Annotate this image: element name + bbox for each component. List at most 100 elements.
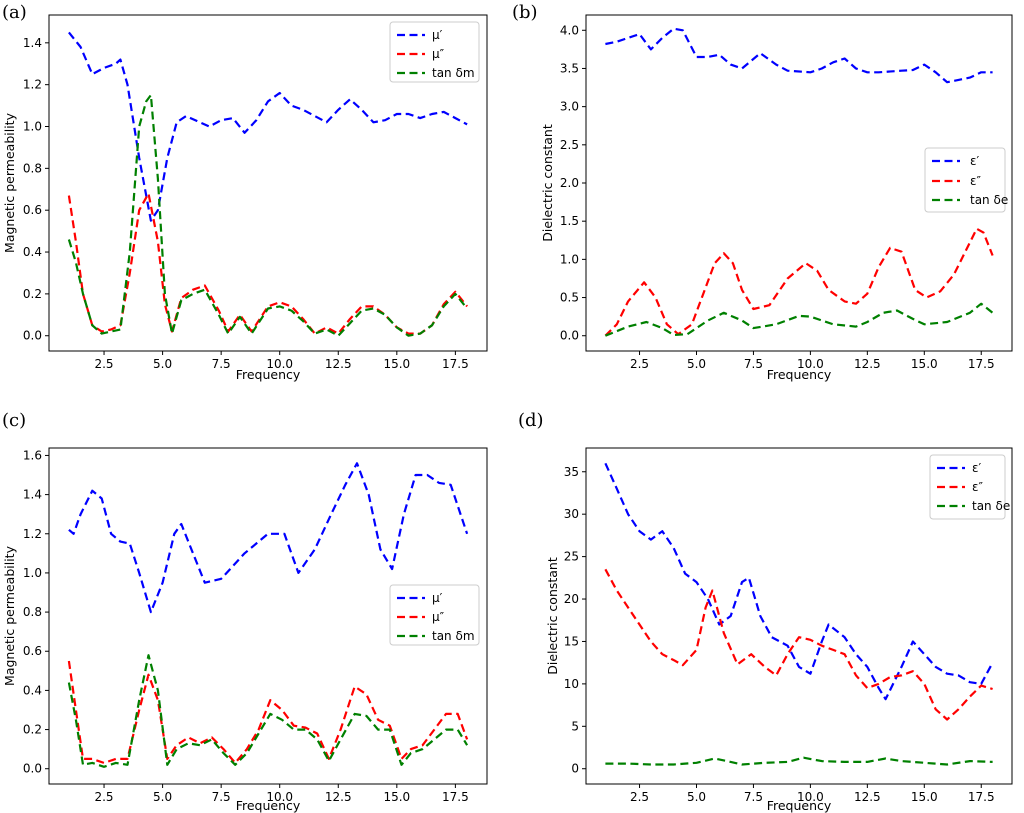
panel-a-x-axis-label: Frequency — [236, 367, 301, 382]
panel-d-x-tick-label: 17.5 — [968, 790, 995, 804]
panel-b-x-tick-label: 7.5 — [744, 357, 763, 371]
panel-d-y-tick-label: 5 — [571, 719, 579, 733]
panel-c: (c) 2.5 5.0 7.5 10.0 12.5 15.0 17.5 0.00.20.40… — [2, 410, 488, 813]
panel-c-x-tick-label: 15.0 — [383, 790, 410, 804]
panel-a-legend-label-mu-prime: μ′ — [432, 28, 443, 42]
panel-d-y-tick-label: 35 — [564, 465, 579, 479]
panel-a-y-tick-label: 0.6 — [23, 203, 42, 217]
panel-c-y-tick-label: 1.0 — [23, 566, 42, 580]
panel-b-x-tick-label: 12.5 — [854, 357, 881, 371]
panel-a-y-tick-label: 0.8 — [23, 161, 42, 175]
panel-b-legend-label-eps-prime: ε′ — [970, 154, 979, 168]
panel-d-x-ticks: 2.5 5.0 7.5 10.0 12.5 15.0 17.5 — [630, 784, 995, 804]
panel-c-x-tick-label: 5.0 — [153, 790, 172, 804]
panel-d-series-eps-double-line — [604, 568, 993, 721]
panel-b-y-tick-label: 3.0 — [560, 100, 579, 114]
panel-c-x-tick-label: 12.5 — [325, 790, 352, 804]
panel-d-legend-label-eps-double: ε″ — [972, 480, 983, 494]
panel-c-legend: μ′ μ″ tan δm — [389, 584, 480, 646]
panel-d: (d) 2.5 5.0 7.5 10.0 12.5 15.0 17.5 0 5 10 15 20 25… — [518, 410, 1013, 813]
panel-a-y-tick-label: 0.4 — [23, 245, 42, 259]
panel-b-y-tick-label: 0.5 — [560, 291, 579, 305]
panel-b-y-tick-label: 1.5 — [560, 214, 579, 228]
panel-b-x-tick-label: 10.0 — [797, 357, 824, 371]
panel-b-legend-label-tan: tan δe — [970, 193, 1008, 207]
panel-d-series-eps-prime-line — [604, 462, 994, 701]
panel-b: (b) 2.5 5.0 7.5 10.0 12.5 15.0 17.5 0.0 0.5 1.0 1… — [512, 2, 1013, 382]
panel-d-x-tick-label: 15.0 — [911, 790, 938, 804]
panel-a-x-tick-label: 2.5 — [94, 357, 113, 371]
panel-a-legend-box — [389, 21, 480, 83]
panel-a-y-tick-label: 1.2 — [23, 78, 42, 92]
panel-a-x-tick-label: 5.0 — [153, 357, 172, 371]
panel-b-y-tick-label: 2.0 — [560, 176, 579, 190]
panel-c-x-axis-label: Frequency — [236, 798, 301, 813]
panel-a-series-mu-prime-line — [68, 31, 468, 222]
panel-d-y-tick-label: 25 — [564, 550, 579, 564]
panel-b-y-axis-label: Dielectric constant — [540, 124, 555, 242]
panel-d-y-tick-label: 0 — [571, 762, 579, 776]
panel-c-legend-box — [389, 584, 480, 646]
panel-a-y-tick-label: 0.2 — [23, 287, 42, 301]
panel-c-y-tick-label: 0.0 — [23, 762, 42, 776]
panel-b-y-tick-label: 0.0 — [560, 329, 579, 343]
panel-c-series-mu-prime-line — [68, 462, 469, 614]
panel-c-x-tick-label: 10.0 — [266, 790, 293, 804]
panel-d-plot-frame — [585, 447, 1013, 785]
panel-b-x-axis-label: Frequency — [767, 367, 832, 382]
panel-b-y-tick-label: 4.0 — [560, 23, 579, 37]
panel-b-legend-label-eps-double: ε″ — [970, 174, 981, 188]
panel-c-x-tick-label: 7.5 — [212, 790, 231, 804]
panel-b-series-tan-line — [604, 302, 994, 337]
panel-d-y-ticks: 0 5 10 15 20 25 30 35 — [564, 465, 586, 776]
panel-c-legend-label-mu-prime: μ′ — [432, 591, 443, 605]
panel-b-letter: (b) — [512, 2, 538, 23]
panel-c-y-tick-label: 1.4 — [23, 488, 42, 502]
panel-c-x-tick-label: 17.5 — [442, 790, 469, 804]
panel-a-y-ticks: 0.0 0.2 0.4 0.6 0.8 1.0 1.2 1.4 — [23, 36, 49, 343]
panel-c-y-ticks: 0.0 0.2 0.4 0.6 0.8 1.0 1.2 1.4 1.6 — [23, 448, 49, 776]
panel-c-y-tick-label: 0.2 — [23, 723, 42, 737]
panel-d-y-axis-label: Dielectric constant — [545, 557, 560, 675]
panel-d-legend-label-eps-prime: ε′ — [972, 461, 981, 475]
panel-d-x-tick-label: 2.5 — [630, 790, 649, 804]
panel-d-letter: (d) — [518, 410, 544, 431]
panel-d-legend-label-tan: tan δe — [972, 499, 1010, 513]
panel-a-legend-label-tan: tan δm — [432, 66, 475, 80]
panel-b-y-tick-label: 1.0 — [560, 252, 579, 266]
panel-b-x-ticks: 2.5 5.0 7.5 10.0 12.5 15.0 17.5 — [630, 351, 995, 371]
panel-d-y-tick-label: 20 — [564, 592, 579, 606]
panel-d-series-tan-line — [605, 756, 993, 766]
panel-a-y-tick-label: 0.0 — [23, 329, 42, 343]
panel-a-x-tick-label: 17.5 — [442, 357, 469, 371]
panel-d-x-axis-label: Frequency — [767, 798, 832, 813]
panel-d-x-tick-label: 10.0 — [797, 790, 824, 804]
panel-d-x-tick-label: 12.5 — [854, 790, 881, 804]
panel-c-series-group — [67, 462, 469, 768]
panel-a-series-group — [67, 31, 468, 337]
panel-a-x-tick-label: 10.0 — [266, 357, 293, 371]
panel-a-letter: (a) — [2, 2, 27, 23]
panel-a-y-tick-label: 1.4 — [23, 36, 42, 50]
panel-c-y-tick-label: 0.4 — [23, 683, 42, 697]
panel-d-series-group — [604, 462, 994, 766]
panel-b-series-eps-double-line — [604, 227, 994, 337]
panel-c-x-ticks: 2.5 5.0 7.5 10.0 12.5 15.0 17.5 — [94, 784, 469, 804]
panel-b-x-tick-label: 2.5 — [630, 357, 649, 371]
panel-d-x-tick-label: 7.5 — [744, 790, 763, 804]
panel-b-y-tick-label: 2.5 — [560, 138, 579, 152]
panel-c-y-tick-label: 0.6 — [23, 644, 42, 658]
panel-b-series-eps-prime-line — [605, 27, 993, 84]
panel-b-x-tick-label: 5.0 — [687, 357, 706, 371]
panel-a-legend-label-mu-double: μ″ — [432, 47, 445, 61]
panel-d-legend: ε′ ε″ tan δe — [929, 454, 1010, 520]
panel-c-legend-label-mu-double: μ″ — [432, 610, 445, 624]
panel-a-x-ticks: 2.5 5.0 7.5 10.0 12.5 15.0 17.5 — [94, 351, 469, 371]
panel-d-y-tick-label: 10 — [564, 677, 579, 691]
panel-d-legend-box — [929, 454, 1006, 520]
panel-b-series-group — [604, 27, 994, 337]
panel-c-y-tick-label: 0.8 — [23, 605, 42, 619]
panel-d-x-tick-label: 5.0 — [687, 790, 706, 804]
panel-a-y-tick-label: 1.0 — [23, 120, 42, 134]
